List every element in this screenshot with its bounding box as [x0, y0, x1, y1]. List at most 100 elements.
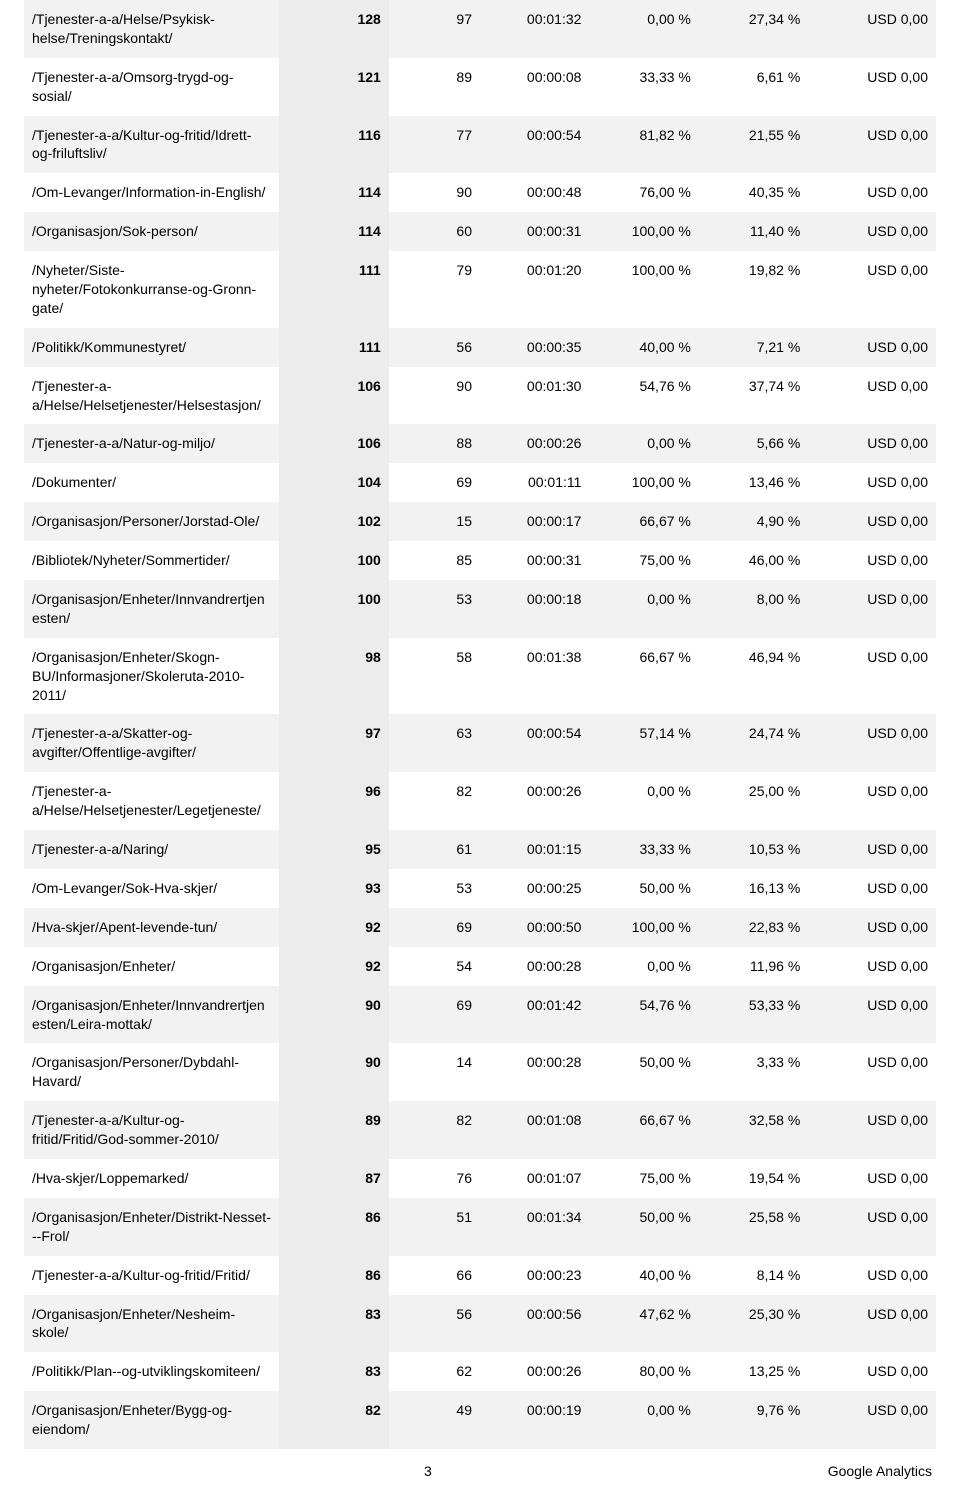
cell-page-path: /Tjenester-a-a/Omsorg-trygd-og-sosial/	[24, 58, 279, 116]
cell-metric: 11,40 %	[699, 212, 808, 251]
cell-metric: 00:00:18	[480, 580, 589, 638]
cell-metric: 75,00 %	[589, 541, 698, 580]
cell-metric: 111	[279, 328, 388, 367]
cell-metric: 8,00 %	[699, 580, 808, 638]
cell-metric: 54,76 %	[589, 986, 698, 1044]
cell-metric: 121	[279, 58, 388, 116]
cell-metric: 100,00 %	[589, 251, 698, 328]
cell-metric: 79	[389, 251, 480, 328]
cell-metric: 104	[279, 463, 388, 502]
cell-metric: 33,33 %	[589, 58, 698, 116]
cell-metric: 00:00:28	[480, 947, 589, 986]
table-row: /Organisasjon/Enheter/925400:00:280,00 %…	[24, 947, 936, 986]
cell-metric: 63	[389, 714, 480, 772]
cell-metric: 9,76 %	[699, 1391, 808, 1449]
cell-metric: 00:01:38	[480, 638, 589, 715]
cell-metric: 00:00:48	[480, 173, 589, 212]
cell-metric: 75,00 %	[589, 1159, 698, 1198]
cell-metric: 4,90 %	[699, 502, 808, 541]
cell-metric: 00:00:31	[480, 212, 589, 251]
cell-metric: 46,94 %	[699, 638, 808, 715]
footer-brand: Google Analytics	[828, 1463, 932, 1479]
cell-metric: 00:01:32	[480, 0, 589, 58]
cell-metric: 00:01:15	[480, 830, 589, 869]
cell-page-path: /Organisasjon/Personer/Jorstad-Ole/	[24, 502, 279, 541]
table-row: /Hva-skjer/Apent-levende-tun/926900:00:5…	[24, 908, 936, 947]
cell-metric: 22,83 %	[699, 908, 808, 947]
cell-metric: USD 0,00	[808, 1101, 936, 1159]
cell-page-path: /Tjenester-a-a/Helse/Psykisk-helse/Treni…	[24, 0, 279, 58]
cell-page-path: /Politikk/Kommunestyret/	[24, 328, 279, 367]
table-row: /Politikk/Kommunestyret/1115600:00:3540,…	[24, 328, 936, 367]
cell-metric: 32,58 %	[699, 1101, 808, 1159]
cell-metric: USD 0,00	[808, 328, 936, 367]
cell-page-path: /Organisasjon/Enheter/	[24, 947, 279, 986]
cell-metric: 13,25 %	[699, 1352, 808, 1391]
table-row: /Tjenester-a-a/Naring/956100:01:1533,33 …	[24, 830, 936, 869]
table-row: /Organisasjon/Personer/Jorstad-Ole/10215…	[24, 502, 936, 541]
cell-metric: USD 0,00	[808, 251, 936, 328]
cell-metric: 47,62 %	[589, 1295, 698, 1353]
cell-metric: 69	[389, 986, 480, 1044]
cell-metric: 69	[389, 908, 480, 947]
cell-page-path: /Organisasjon/Enheter/Distrikt-Nesset---…	[24, 1198, 279, 1256]
cell-metric: 58	[389, 638, 480, 715]
cell-metric: 27,34 %	[699, 0, 808, 58]
cell-metric: 61	[389, 830, 480, 869]
cell-metric: 0,00 %	[589, 0, 698, 58]
cell-page-path: /Organisasjon/Enheter/Skogn-BU/Informasj…	[24, 638, 279, 715]
cell-metric: 100,00 %	[589, 463, 698, 502]
table-row: /Nyheter/Siste-nyheter/Fotokonkurranse-o…	[24, 251, 936, 328]
cell-page-path: /Hva-skjer/Loppemarked/	[24, 1159, 279, 1198]
table-row: /Tjenester-a-a/Kultur-og-fritid/Fritid/G…	[24, 1101, 936, 1159]
table-row: /Politikk/Plan--og-utviklingskomiteen/83…	[24, 1352, 936, 1391]
cell-metric: 40,00 %	[589, 328, 698, 367]
cell-page-path: /Bibliotek/Nyheter/Sommertider/	[24, 541, 279, 580]
cell-metric: 83	[279, 1295, 388, 1353]
table-row: /Organisasjon/Sok-person/1146000:00:3110…	[24, 212, 936, 251]
cell-metric: USD 0,00	[808, 580, 936, 638]
cell-page-path: /Tjenester-a-a/Kultur-og-fritid/Fritid/G…	[24, 1101, 279, 1159]
cell-metric: 89	[389, 58, 480, 116]
cell-metric: 6,61 %	[699, 58, 808, 116]
cell-metric: 00:00:26	[480, 772, 589, 830]
cell-metric: 106	[279, 424, 388, 463]
page-number: 3	[28, 1463, 828, 1479]
table-row: /Tjenester-a-a/Helse/Helsetjenester/Lege…	[24, 772, 936, 830]
cell-metric: USD 0,00	[808, 58, 936, 116]
cell-metric: USD 0,00	[808, 772, 936, 830]
cell-metric: 0,00 %	[589, 947, 698, 986]
cell-metric: 98	[279, 638, 388, 715]
cell-metric: 95	[279, 830, 388, 869]
cell-metric: 00:01:34	[480, 1198, 589, 1256]
cell-metric: USD 0,00	[808, 367, 936, 425]
cell-metric: 60	[389, 212, 480, 251]
cell-metric: 0,00 %	[589, 772, 698, 830]
cell-metric: USD 0,00	[808, 116, 936, 174]
table-row: /Tjenester-a-a/Omsorg-trygd-og-sosial/12…	[24, 58, 936, 116]
cell-metric: 37,74 %	[699, 367, 808, 425]
analytics-table-body: /Tjenester-a-a/Helse/Psykisk-helse/Treni…	[24, 0, 936, 1449]
cell-metric: 24,74 %	[699, 714, 808, 772]
cell-metric: 21,55 %	[699, 116, 808, 174]
cell-metric: 00:00:19	[480, 1391, 589, 1449]
cell-metric: 00:00:26	[480, 1352, 589, 1391]
cell-metric: 40,35 %	[699, 173, 808, 212]
cell-metric: 76,00 %	[589, 173, 698, 212]
cell-metric: 00:00:28	[480, 1043, 589, 1101]
cell-metric: 33,33 %	[589, 830, 698, 869]
cell-metric: USD 0,00	[808, 0, 936, 58]
cell-metric: USD 0,00	[808, 173, 936, 212]
table-row: /Organisasjon/Enheter/Distrikt-Nesset---…	[24, 1198, 936, 1256]
table-row: /Tjenester-a-a/Helse/Psykisk-helse/Treni…	[24, 0, 936, 58]
table-row: /Om-Levanger/Sok-Hva-skjer/935300:00:255…	[24, 869, 936, 908]
cell-metric: 40,00 %	[589, 1256, 698, 1295]
cell-metric: 82	[279, 1391, 388, 1449]
cell-metric: 100	[279, 541, 388, 580]
cell-page-path: /Tjenester-a-a/Helse/Helsetjenester/Lege…	[24, 772, 279, 830]
cell-metric: 90	[279, 1043, 388, 1101]
cell-metric: 116	[279, 116, 388, 174]
table-row: /Tjenester-a-a/Skatter-og-avgifter/Offen…	[24, 714, 936, 772]
cell-metric: 00:00:35	[480, 328, 589, 367]
cell-metric: 25,58 %	[699, 1198, 808, 1256]
